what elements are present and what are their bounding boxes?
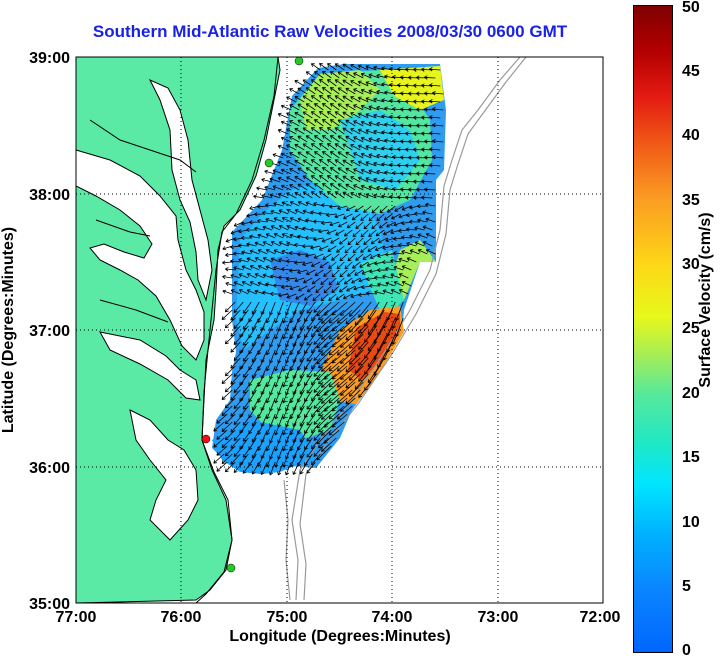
y-tick-label: 36:00	[29, 460, 70, 477]
x-tick-label: 73:00	[478, 609, 519, 626]
y-tick-labels: 39:00 38:00 37:00 36:00 35:00	[29, 50, 70, 613]
grid-lines	[76, 57, 603, 603]
coastline	[89, 56, 279, 604]
colorbar-tick: 25	[682, 320, 700, 337]
colorbar-tick: 5	[682, 578, 691, 595]
station-marker	[264, 158, 274, 168]
x-tick-label: 72:00	[580, 609, 621, 626]
x-tick-label: 74:00	[372, 609, 413, 626]
colorbar	[633, 5, 673, 653]
current-vectors	[213, 63, 444, 476]
y-tick-label: 37:00	[29, 323, 70, 340]
bathymetry-contours	[283, 56, 527, 601]
station-marker	[226, 563, 236, 573]
colorbar-tick: 30	[682, 256, 700, 273]
colorbar-tick: 10	[682, 514, 700, 531]
x-tick-label: 76:00	[161, 609, 202, 626]
colorbar-tick: 15	[682, 449, 700, 466]
y-tick-label: 39:00	[29, 50, 70, 67]
colorbar-tick: 45	[682, 63, 700, 80]
y-tick-label: 35:00	[29, 596, 70, 613]
station-marker	[201, 434, 211, 444]
x-axis-label: Longitude (Degrees:Minutes)	[229, 628, 450, 645]
station-marker	[294, 56, 304, 66]
x-tick-label: 77:00	[56, 609, 97, 626]
map-title: Southern Mid-Atlantic Raw Velocities 200…	[92, 22, 568, 41]
colorbar-label: Surface Velocity (cm/s)	[697, 212, 714, 388]
x-tick-labels: 77:00 76:00 75:00 74:00 73:00 72:00	[56, 609, 621, 626]
plot-frame	[75, 56, 604, 604]
colorbar-tick: 50	[682, 0, 700, 16]
x-tick-label: 75:00	[267, 609, 308, 626]
y-tick-label: 38:00	[29, 187, 70, 204]
colorbar-tick: 0	[682, 642, 691, 659]
colorbar-tick: 20	[682, 385, 700, 402]
colorbar-tick: 35	[682, 192, 700, 209]
current-arrows	[213, 63, 444, 476]
colorbar-tick: 40	[682, 127, 700, 144]
y-axis-label: Latitude (Degrees:Minutes)	[0, 227, 17, 433]
